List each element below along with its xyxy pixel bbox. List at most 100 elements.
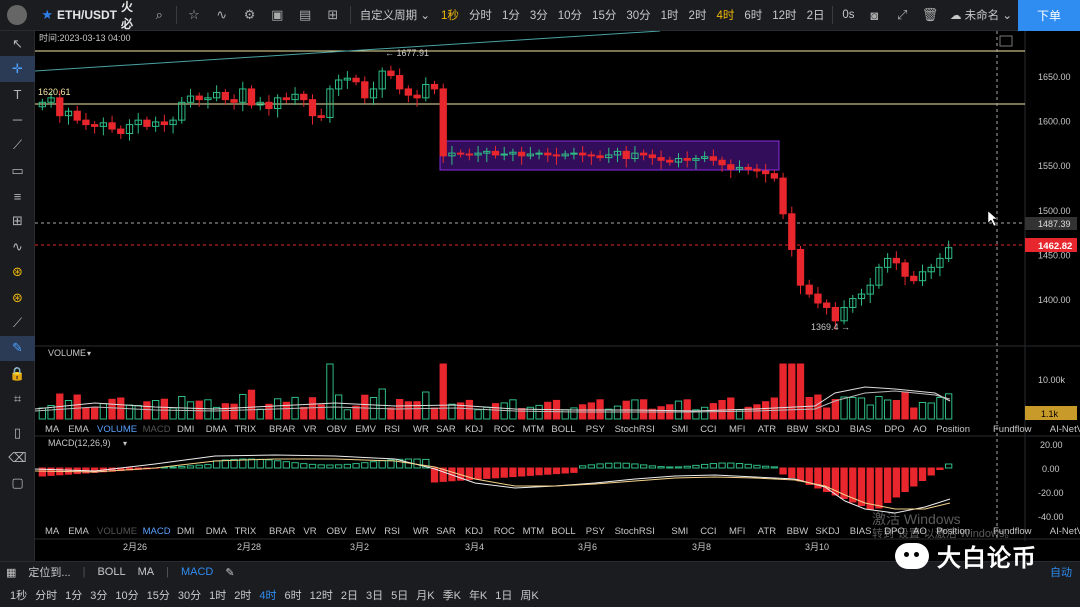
- interval-0[interactable]: 1秒: [441, 10, 459, 22]
- period-18[interactable]: 1日: [495, 589, 513, 602]
- trend-line[interactable]: [34, 30, 661, 72]
- interval-12[interactable]: 2日: [806, 10, 825, 22]
- period-10[interactable]: 6时: [284, 589, 302, 602]
- crosshair-icon[interactable]: ✛: [0, 56, 35, 82]
- indicator-tab-emv[interactable]: EMV: [355, 424, 376, 435]
- period-14[interactable]: 5日: [391, 589, 409, 602]
- indicator-tab-vr[interactable]: VR: [303, 424, 316, 435]
- indicator-tab-sar[interactable]: SAR: [436, 526, 456, 537]
- ruler-icon[interactable]: ⟋: [12, 314, 23, 330]
- indicator-tab-stochrsi[interactable]: StochRSI: [615, 526, 655, 537]
- auto-scale-button[interactable]: 自动: [1050, 567, 1072, 579]
- indicator-tab-cci[interactable]: CCI: [700, 424, 716, 435]
- indicator-tab-position[interactable]: Position: [936, 424, 970, 435]
- indicator-tab-brar[interactable]: BRAR: [269, 526, 296, 537]
- period-19[interactable]: 周K: [520, 589, 539, 602]
- visibility-icon[interactable]: ⌗: [13, 391, 22, 407]
- indicator-tab-bias[interactable]: BIAS: [850, 424, 872, 435]
- period-3[interactable]: 3分: [90, 589, 108, 602]
- period-2[interactable]: 1分: [65, 589, 83, 602]
- period-1[interactable]: 分时: [35, 589, 58, 602]
- indicator-tab-vr[interactable]: VR: [303, 526, 316, 537]
- period-16[interactable]: 季K: [442, 589, 461, 602]
- indicator-tab-trix[interactable]: TRIX: [235, 526, 257, 537]
- indicator-tab-ema[interactable]: EMA: [68, 424, 89, 435]
- interval-2[interactable]: 1分: [501, 10, 520, 22]
- interval-1[interactable]: 分时: [468, 10, 492, 22]
- indicator-tab-dma[interactable]: DMA: [206, 526, 228, 537]
- chart-svg[interactable]: 1650.00 1600.00 1550.00 1500.00 1450.00 1400.…: [34, 30, 1080, 561]
- interval-10[interactable]: 6时: [744, 10, 763, 22]
- symbol-selector[interactable]: ★ ETH/USDT 火必: [33, 0, 145, 32]
- period-9[interactable]: 4时: [259, 589, 277, 602]
- volume-dropdown-icon[interactable]: ▾: [87, 349, 91, 358]
- indicator-tab-rsi[interactable]: RSI: [384, 526, 400, 537]
- interval-8[interactable]: 2时: [688, 10, 707, 22]
- indicator-tab-wr[interactable]: WR: [413, 526, 429, 537]
- settings-icon[interactable]: ⚙: [243, 7, 256, 22]
- indicator-tab-psy[interactable]: PSY: [586, 526, 606, 537]
- chart-area[interactable]: 1650.00 1600.00 1550.00 1500.00 1450.00 1400.…: [34, 30, 1080, 561]
- period-6[interactable]: 30分: [177, 589, 202, 602]
- indicator-icon[interactable]: ∿: [216, 7, 228, 22]
- extra-interval[interactable]: 0s: [842, 9, 855, 21]
- indicator-tab-rsi[interactable]: RSI: [384, 424, 400, 435]
- camera-icon[interactable]: ◙: [870, 7, 879, 23]
- period-13[interactable]: 3日: [366, 589, 384, 602]
- indicator-tab-bias[interactable]: BIAS: [850, 526, 872, 537]
- delete-drawings-icon[interactable]: ⌫: [8, 449, 27, 465]
- indicator-tab-ai-netvol[interactable]: AI-NetVOL: [1050, 424, 1080, 435]
- indicator-tab-ema[interactable]: EMA: [68, 526, 89, 537]
- indicator-tab-mtm[interactable]: MTM: [523, 424, 545, 435]
- indicator-tab-atr[interactable]: ATR: [758, 526, 776, 537]
- indicator-tab-wr[interactable]: WR: [413, 424, 429, 435]
- bookmark-icon[interactable]: ▯: [13, 424, 22, 440]
- favorite-icon[interactable]: ☆: [188, 7, 200, 22]
- indicator-tab-fundflow[interactable]: Fundflow: [993, 526, 1032, 537]
- indicator-tab-ao[interactable]: AO: [913, 526, 927, 537]
- indicator-tab-ma[interactable]: MA: [45, 526, 60, 537]
- text-tool-icon[interactable]: T: [13, 86, 22, 102]
- indicator-tab-obv[interactable]: OBV: [327, 424, 348, 435]
- locate-button[interactable]: 定位到...: [28, 567, 71, 579]
- indicator-ma[interactable]: MA: [137, 566, 155, 578]
- trash-icon[interactable]: 🗑: [921, 7, 939, 22]
- indicator-tab-ao[interactable]: AO: [913, 424, 927, 435]
- parallel-lines-icon[interactable]: ≡: [13, 188, 22, 204]
- indicator-tab-roc[interactable]: ROC: [494, 424, 515, 435]
- template-icon[interactable]: ▣: [271, 7, 284, 22]
- period-5[interactable]: 15分: [146, 589, 170, 602]
- indicator-tab-dma[interactable]: DMA: [206, 424, 228, 435]
- calendar-icon[interactable]: ▦: [6, 566, 17, 579]
- interval-5[interactable]: 15分: [592, 10, 617, 22]
- indicator-tab-cci[interactable]: CCI: [700, 526, 716, 537]
- grid-tool-icon[interactable]: ⊞: [12, 213, 23, 229]
- indicator-tab-brar[interactable]: BRAR: [269, 424, 296, 435]
- favorite-star-icon[interactable]: ★: [41, 7, 53, 22]
- indicator-tab-bbw[interactable]: BBW: [787, 526, 809, 537]
- interval-6[interactable]: 30分: [626, 10, 651, 22]
- indicator-tab-psy[interactable]: PSY: [586, 424, 606, 435]
- period-8[interactable]: 2时: [234, 589, 252, 602]
- pattern-icon[interactable]: ⊛: [12, 264, 23, 280]
- period-17[interactable]: 年K: [468, 589, 488, 602]
- indicator-tab-atr[interactable]: ATR: [758, 424, 776, 435]
- price-axis[interactable]: [1025, 31, 1080, 561]
- fullscreen-icon[interactable]: ⤢: [897, 7, 908, 22]
- indicator-boll[interactable]: BOLL: [97, 566, 126, 578]
- interval-7[interactable]: 1时: [660, 10, 679, 22]
- indicator-tab-boll[interactable]: BOLL: [551, 526, 575, 537]
- indicator-tab-mfi[interactable]: MFI: [729, 424, 745, 435]
- search-icon[interactable]: ⌕: [155, 7, 163, 22]
- indicator-tab-stochrsi[interactable]: StochRSI: [615, 424, 655, 435]
- period-12[interactable]: 2日: [340, 589, 358, 602]
- indicator-tab-emv[interactable]: EMV: [355, 526, 376, 537]
- interval-9[interactable]: 4时: [716, 10, 735, 22]
- lock-icon[interactable]: 🔒: [9, 365, 26, 381]
- period-4[interactable]: 10分: [115, 589, 139, 602]
- wave-tool-icon[interactable]: ∿: [12, 238, 23, 254]
- indicator-tab-macd[interactable]: MACD: [143, 526, 171, 537]
- indicator-tab-kdj[interactable]: KDJ: [465, 424, 483, 435]
- indicator-tab-sar[interactable]: SAR: [436, 424, 456, 435]
- interval-3[interactable]: 3分: [529, 10, 548, 22]
